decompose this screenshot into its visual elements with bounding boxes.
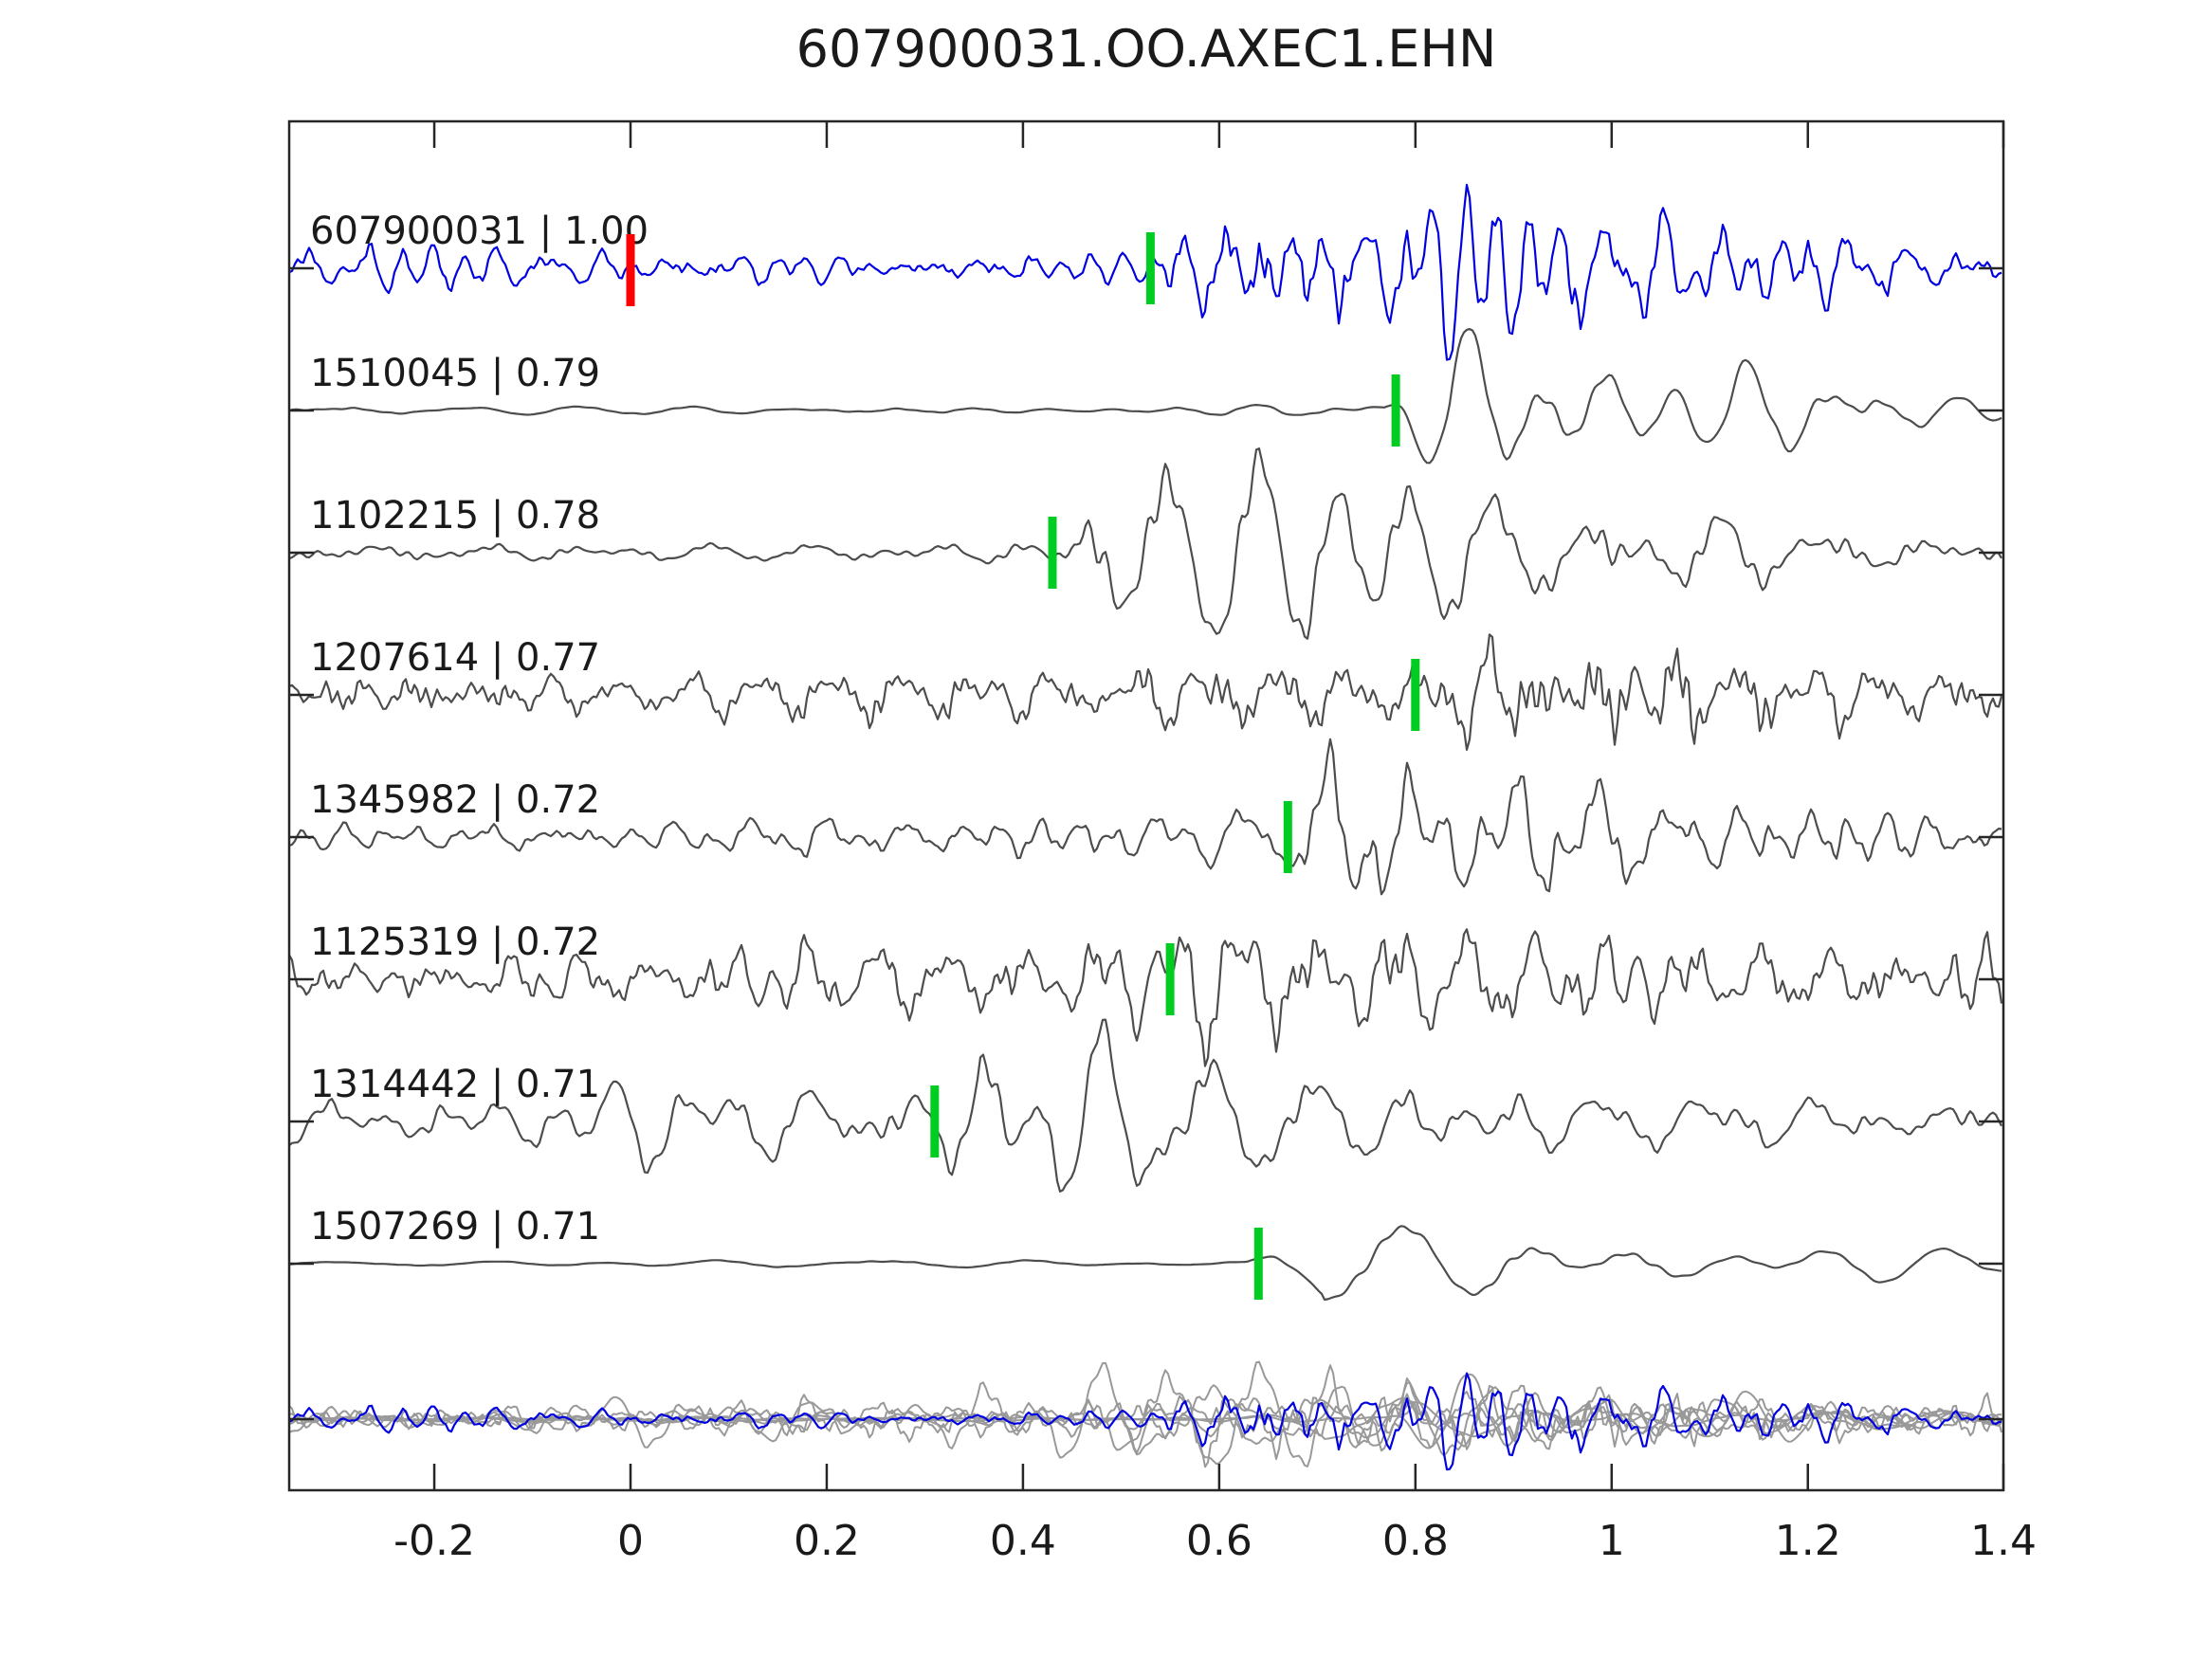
reference-time-marker bbox=[626, 234, 635, 306]
trace-label: 607900031 | 1.00 bbox=[310, 210, 649, 253]
chart-title: 607900031.OO.AXEC1.EHN bbox=[795, 19, 1497, 79]
pick-marker bbox=[1145, 232, 1155, 304]
trace-label: 1345982 | 0.72 bbox=[310, 778, 600, 822]
pick-marker bbox=[930, 1085, 940, 1158]
waveform-trace bbox=[288, 633, 2003, 751]
trace-label: 1207614 | 0.77 bbox=[310, 636, 600, 680]
trace-label: 1102215 | 0.78 bbox=[310, 494, 600, 538]
overlay-reference-trace bbox=[288, 1372, 2002, 1471]
overlay-waveform-trace bbox=[288, 1373, 2002, 1449]
plot-frame bbox=[287, 119, 2005, 1492]
waveform-trace bbox=[288, 738, 2002, 896]
reference-waveform-trace bbox=[288, 183, 2002, 361]
x-tick-label: 1.2 bbox=[1775, 1517, 1841, 1565]
x-tick-label: -0.2 bbox=[393, 1517, 475, 1565]
overlay-waveform-trace bbox=[288, 1391, 2002, 1468]
waveform-trace bbox=[288, 1018, 2002, 1193]
waveform-trace bbox=[288, 328, 2002, 465]
x-tick-label: 0.6 bbox=[1186, 1517, 1252, 1565]
overlay-waveform-trace bbox=[288, 1384, 2002, 1450]
trace-label: 1507269 | 0.71 bbox=[310, 1205, 600, 1249]
pick-marker bbox=[1165, 943, 1175, 1015]
trace-label: 1510045 | 0.79 bbox=[310, 352, 600, 395]
waveform-trace bbox=[288, 447, 2002, 640]
x-tick-label: 0.2 bbox=[794, 1517, 860, 1565]
pick-marker bbox=[1253, 1228, 1263, 1300]
pick-marker bbox=[1411, 659, 1420, 731]
x-tick-label: 0 bbox=[617, 1517, 644, 1565]
overlay-waveform-trace bbox=[288, 1364, 2002, 1452]
pick-marker bbox=[1391, 374, 1400, 447]
x-tick-label: 1 bbox=[1599, 1517, 1625, 1565]
x-tick-label: 0.4 bbox=[990, 1517, 1056, 1565]
waveform-trace bbox=[288, 928, 2003, 1067]
trace-label: 1314442 | 0.71 bbox=[310, 1063, 600, 1106]
waveform-trace bbox=[288, 1225, 2002, 1301]
pick-marker bbox=[1048, 517, 1057, 589]
trace-label: 1125319 | 0.72 bbox=[310, 921, 600, 964]
x-tick-label: 1.4 bbox=[1970, 1517, 2037, 1565]
pick-marker bbox=[1283, 801, 1292, 873]
x-tick-label: 0.8 bbox=[1382, 1517, 1449, 1565]
